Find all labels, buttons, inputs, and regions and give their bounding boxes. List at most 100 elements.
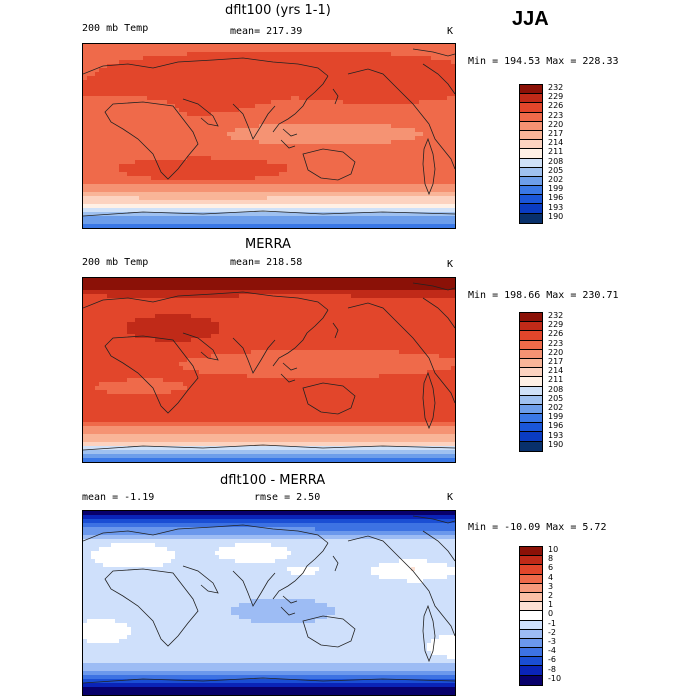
panel1-mean-label: mean= 217.39 <box>230 26 303 37</box>
colorbar-cell <box>520 112 542 122</box>
panel2-title: MERRA <box>245 237 291 252</box>
map-canvas <box>83 44 455 228</box>
colorbar-label: 211 <box>548 375 564 385</box>
colorbar-label: 1 <box>548 600 554 610</box>
colorbar-label: 205 <box>548 165 564 175</box>
colorbar-label: 217 <box>548 357 564 366</box>
colorbar-cell <box>520 648 542 658</box>
colorbar-cell <box>520 186 542 196</box>
colorbar-label: -8 <box>548 664 556 674</box>
colorbar-label: 205 <box>548 393 564 403</box>
colorbar-cell <box>520 657 542 667</box>
colorbar-cell <box>520 556 542 566</box>
colorbar-cell <box>520 602 542 612</box>
colorbar-cell <box>520 666 542 676</box>
panel1-map <box>82 43 456 229</box>
colorbar-cell <box>520 638 542 649</box>
coastlines <box>83 48 455 217</box>
colorbar-label: -10 <box>548 673 562 683</box>
colorbar-label: 6 <box>548 563 554 573</box>
colorbar-cell <box>520 432 542 442</box>
panel2-minmax: Min = 198.66 Max = 230.71 <box>468 290 619 301</box>
colorbar-label: 220 <box>548 119 564 129</box>
colorbar-label: 196 <box>548 421 564 431</box>
colorbar-label: 229 <box>548 92 564 102</box>
panel3-map <box>82 510 456 696</box>
panel1-minmax: Min = 194.53 Max = 228.33 <box>468 56 619 67</box>
colorbar-label: -6 <box>548 655 556 665</box>
panel1-variable-label: 200 mb Temp <box>82 23 149 34</box>
colorbar-label: -2 <box>548 627 556 637</box>
colorbar-cell <box>520 322 542 332</box>
map-canvas <box>83 278 455 462</box>
colorbar-label: 8 <box>548 554 554 564</box>
colorbar-label: 211 <box>548 147 564 157</box>
panel3-title: dflt100 - MERRA <box>220 473 326 488</box>
colorbar-cell <box>520 675 542 685</box>
colorbar-cell <box>520 574 542 584</box>
colorbar-label: 232 <box>548 83 564 92</box>
panel2-colorbar <box>519 312 543 452</box>
panel2-variable-label: 200 mb Temp <box>82 257 149 268</box>
panel1-colorbar <box>519 84 543 224</box>
colorbar-cell <box>520 441 542 451</box>
panel3-mean-label: mean = -1.19 <box>82 492 155 503</box>
season-label: JJA <box>512 8 549 30</box>
colorbar-cell <box>520 349 542 359</box>
panel2-mean-label: mean= 218.58 <box>230 257 303 268</box>
coastlines <box>83 515 455 684</box>
colorbar-label: 226 <box>548 101 564 111</box>
colorbar-cell <box>520 358 542 369</box>
colorbar-label: 3 <box>548 581 554 591</box>
colorbar-label: 229 <box>548 320 564 330</box>
colorbar-label: 223 <box>548 110 564 120</box>
panel2-unit: K <box>447 259 454 270</box>
colorbar-cell <box>520 85 542 95</box>
colorbar-cell <box>520 340 542 350</box>
colorbar-cell <box>520 103 542 113</box>
colorbar-label: 220 <box>548 347 564 357</box>
colorbar-cell <box>520 130 542 141</box>
colorbar-cell <box>520 583 542 593</box>
panel3-rmse-label: rmse = 2.50 <box>254 492 321 503</box>
colorbar-cell <box>520 94 542 104</box>
colorbar-label: 208 <box>548 156 564 166</box>
map-canvas <box>83 511 455 695</box>
colorbar-cell <box>520 423 542 433</box>
colorbar-cell <box>520 313 542 323</box>
colorbar-label: 0 <box>548 609 554 619</box>
colorbar-cell <box>520 331 542 341</box>
colorbar-label: 208 <box>548 384 564 394</box>
colorbar-label: 10 <box>548 545 559 554</box>
colorbar-cell <box>520 121 542 131</box>
panel1-title: dflt100 (yrs 1-1) <box>225 3 331 18</box>
colorbar-cell <box>520 368 542 378</box>
colorbar-cell <box>520 547 542 557</box>
colorbar-label: 199 <box>548 184 564 194</box>
colorbar-label: 214 <box>548 366 564 376</box>
colorbar-cell <box>520 140 542 150</box>
colorbar-label: 223 <box>548 338 564 348</box>
colorbar-cell <box>520 592 542 603</box>
colorbar-label: 232 <box>548 311 564 320</box>
colorbar-cell <box>520 167 542 177</box>
colorbar-label: -3 <box>548 637 556 646</box>
colorbar-cell <box>520 611 542 621</box>
colorbar-cell <box>520 395 542 405</box>
coastlines <box>83 282 455 451</box>
colorbar-cell <box>520 414 542 424</box>
panel3-unit: K <box>447 492 454 503</box>
colorbar-label: 193 <box>548 430 564 440</box>
colorbar-cell <box>520 377 542 387</box>
colorbar-cell <box>520 565 542 575</box>
colorbar-cell <box>520 195 542 205</box>
colorbar-cell <box>520 404 542 415</box>
colorbar-label: -4 <box>548 646 556 656</box>
colorbar-cell <box>520 213 542 223</box>
colorbar-label: 202 <box>548 175 564 184</box>
panel1-unit: K <box>447 26 454 37</box>
colorbar-label: 4 <box>548 572 554 582</box>
colorbar-label: -1 <box>548 618 556 628</box>
colorbar-label: 2 <box>548 591 554 600</box>
